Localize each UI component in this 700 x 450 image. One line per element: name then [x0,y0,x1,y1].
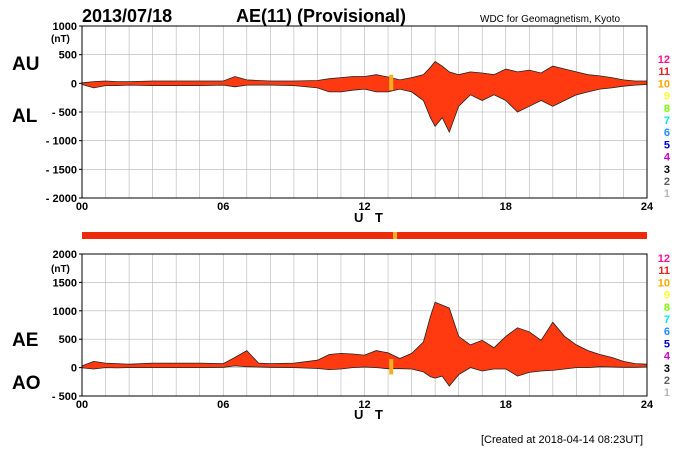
x-tick-label: 12 [358,201,370,213]
legend-station-1: 1 [664,387,670,399]
station-bar-highlight [393,232,397,239]
y-tick-label: 1000 [53,306,77,318]
legend-station-12: 12 [658,54,670,66]
ae-label: AE [12,330,38,351]
legend-station-8: 8 [664,302,670,314]
legend-station-9: 9 [664,290,670,302]
x-axis-label-top: U T [354,210,387,225]
legend-station-5: 5 [664,338,670,350]
y-tick-label: 2000 [53,249,77,261]
plot-frame [81,253,648,397]
series-line-au [81,60,647,84]
series-band-au-al [82,61,647,133]
legend-station-7: 7 [664,115,670,127]
x-tick-label: 18 [500,399,512,411]
series-band-ae-ao [82,302,647,387]
x-tick-label: 06 [217,399,229,411]
au-al-panel: (nT) AU AL U T 1000 500 0 - 500 - 1000 - 1500… [12,21,654,225]
legend-station-6: 6 [664,127,670,139]
y-tick-label: 1500 [53,277,77,289]
legend-station-8: 8 [664,103,670,115]
created-timestamp: [Created at 2018-04-14 08:23UT] [481,434,643,446]
ao-label: AO [12,373,41,394]
x-tick-label: 24 [641,399,654,411]
legend-station-4: 4 [664,152,671,164]
legend-station-11: 11 [658,265,670,277]
legend-station-5: 5 [664,139,670,151]
y-tick-label: - 2000 [46,193,77,205]
au-label: AU [12,54,39,75]
legend-station-9: 9 [664,91,670,103]
legend-station-7: 7 [664,314,670,326]
series-line-al [81,84,648,134]
x-tick-label: 18 [500,201,512,213]
station-bar [82,232,647,239]
date-title: 2013/07/18 [82,6,172,26]
legend-station-2: 2 [664,176,670,188]
y-tick-label: - 500 [52,391,77,403]
y-tick-label: 500 [59,50,77,62]
y-tick-label: 1000 [53,21,77,33]
x-tick-label: 00 [76,399,88,411]
station-highlight-band [389,359,394,375]
series-line-ae [81,301,648,367]
legend-station-11: 11 [658,66,670,78]
x-tick-label: 12 [358,399,370,411]
y-tick-label: - 1500 [46,164,77,176]
y-tick-label: 500 [59,334,77,346]
legend-station-4: 4 [664,351,671,363]
legend-station-3: 3 [664,164,670,176]
legend-station-10: 10 [658,78,670,90]
y-tick-label: - 500 [52,107,77,119]
legend-station-1: 1 [664,188,670,200]
x-tick-label: 00 [76,201,88,213]
y-tick-label: - 1000 [46,136,77,148]
legend-station-6: 6 [664,326,670,338]
source-label: WDC for Geomagnetism, Kyoto [480,14,620,25]
x-tick-label: 06 [217,201,229,213]
unit-label-bottom: (nT) [51,264,70,275]
al-label: AL [12,106,38,127]
y-tick-label: 0 [71,78,77,90]
legend-station-12: 12 [658,253,670,265]
series-line-ao [81,365,648,387]
y-tick-label: 0 [71,363,77,375]
station-highlight-band [389,74,394,91]
x-axis-label-bottom: U T [354,407,387,422]
unit-label-top: (nT) [51,34,70,45]
legend-station-2: 2 [664,375,670,387]
x-tick-label: 24 [641,201,654,213]
legend-station-10: 10 [658,277,670,289]
index-title: AE(11) (Provisional) [236,6,406,26]
legend-station-3: 3 [664,363,670,375]
